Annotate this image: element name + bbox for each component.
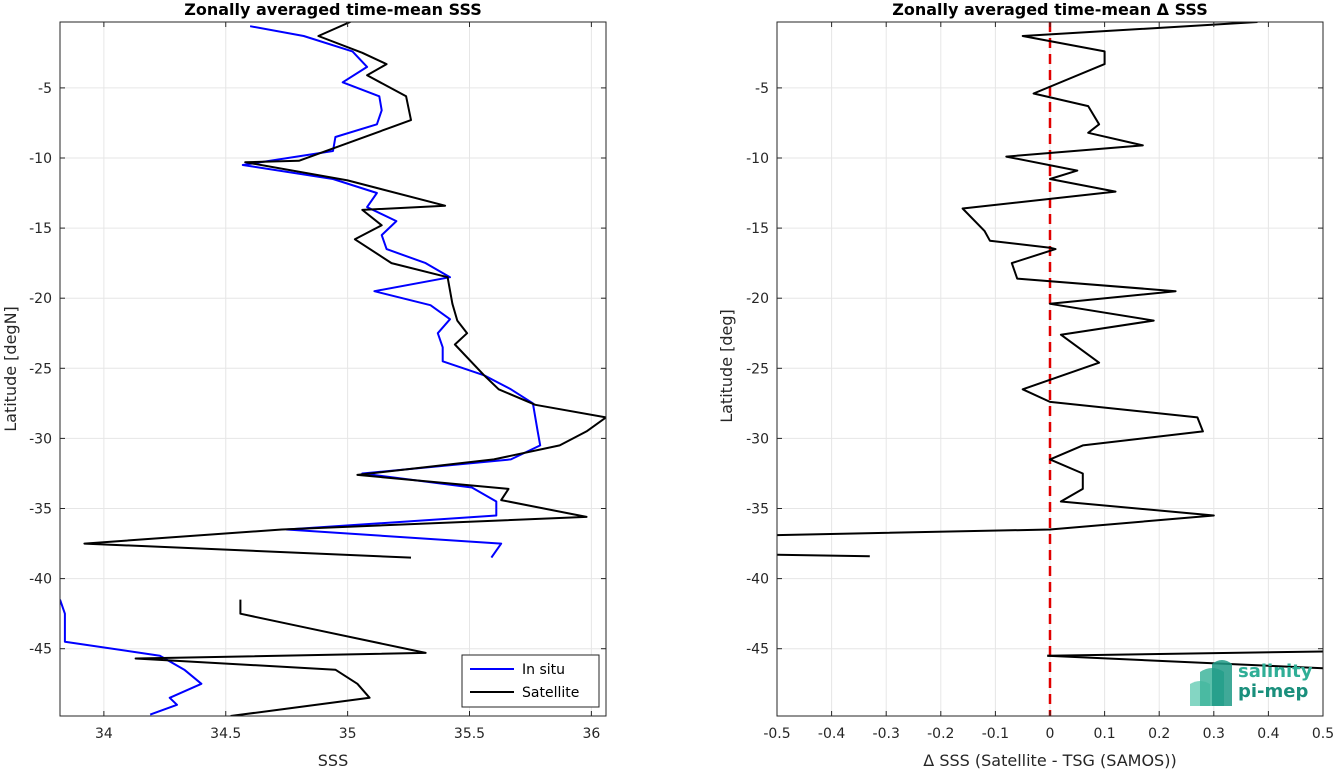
y-tick-label: -5 (38, 81, 52, 97)
logo-line1: salinity (1238, 661, 1313, 682)
y-tick-label: -15 (746, 221, 769, 237)
x-tick-label: -0.5 (763, 726, 790, 742)
y-tick-label: -5 (755, 81, 769, 97)
series-line-delta-sss-3 (1047, 654, 1323, 670)
x-tick-label: 0.4 (1257, 726, 1279, 742)
y-tick-label: -45 (746, 642, 769, 658)
left-panel: 34 34.5 35 35.5 36 -5 -10 -15 -20 -25 -30 -35 -40 -45… (1, 0, 607, 769)
chart-title: Zonally averaged time-mean Δ SSS (892, 0, 1208, 19)
y-axis-label: Latitude [degN] (1, 306, 20, 432)
series-line-satellite-0 (83, 22, 606, 559)
x-tick-label: 0 (1046, 726, 1055, 742)
y-tick-label: -20 (29, 291, 52, 307)
x-tick-label: 35 (339, 726, 357, 742)
series-line-delta-sss-1 (777, 553, 870, 558)
y-tick-label: -25 (746, 361, 769, 377)
x-tick-label: -0.2 (927, 726, 954, 742)
x-tick-label: -0.1 (982, 726, 1009, 742)
series-line-delta-sss-0 (777, 22, 1258, 537)
series-line-satellite-1 (134, 599, 427, 716)
chart-title: Zonally averaged time-mean SSS (184, 0, 482, 19)
x-axis-label: SSS (318, 751, 348, 769)
axes-box (59, 21, 607, 717)
y-tick-label: -10 (29, 151, 52, 167)
x-tick-label: 0.5 (1312, 726, 1334, 742)
logo-line2: pi-mep (1238, 681, 1308, 702)
series-line-delta-sss-2 (1047, 650, 1323, 657)
y-tick-label: -45 (29, 642, 52, 658)
salinity-pi-mep-logo: salinity pi-mep (1190, 660, 1313, 706)
y-tick-label: -25 (29, 361, 52, 377)
x-tick-label: 34 (95, 726, 113, 742)
y-tick-label: -30 (746, 431, 769, 447)
legend-label: In situ (522, 662, 565, 678)
x-tick-label: 0.3 (1203, 726, 1225, 742)
series-line-in-situ-1 (60, 599, 203, 716)
y-tick-label: -35 (29, 502, 52, 518)
x-tick-label: -0.4 (818, 726, 845, 742)
x-tick-label: 0.1 (1093, 726, 1115, 742)
legend-box (461, 654, 600, 708)
x-axis-label: Δ SSS (Satellite - TSG (SAMOS)) (923, 751, 1176, 769)
legend: In situ Satellite (461, 654, 600, 708)
x-tick-label: 35.5 (454, 726, 485, 742)
x-tick-label: -0.3 (873, 726, 900, 742)
y-tick-label: -15 (29, 221, 52, 237)
right-panel: -0.5 -0.4 -0.3 -0.2 -0.1 0 0.1 0.2 0.3 0.4 0.5 -5 -1… (717, 0, 1334, 769)
x-tick-label: 34.5 (210, 726, 241, 742)
y-tick-label: -40 (746, 572, 769, 588)
x-tick-label: 0.2 (1148, 726, 1170, 742)
y-tick-label: -35 (746, 502, 769, 518)
y-tick-label: -20 (746, 291, 769, 307)
y-axis-label: Latitude [deg] (717, 309, 736, 423)
legend-label: Satellite (522, 685, 579, 701)
y-tick-label: -10 (746, 151, 769, 167)
wave-logo-icon (1190, 660, 1232, 706)
y-tick-label: -30 (29, 431, 52, 447)
y-tick-label: -40 (29, 572, 52, 588)
x-tick-label: 36 (582, 726, 600, 742)
plot-area (60, 22, 606, 716)
